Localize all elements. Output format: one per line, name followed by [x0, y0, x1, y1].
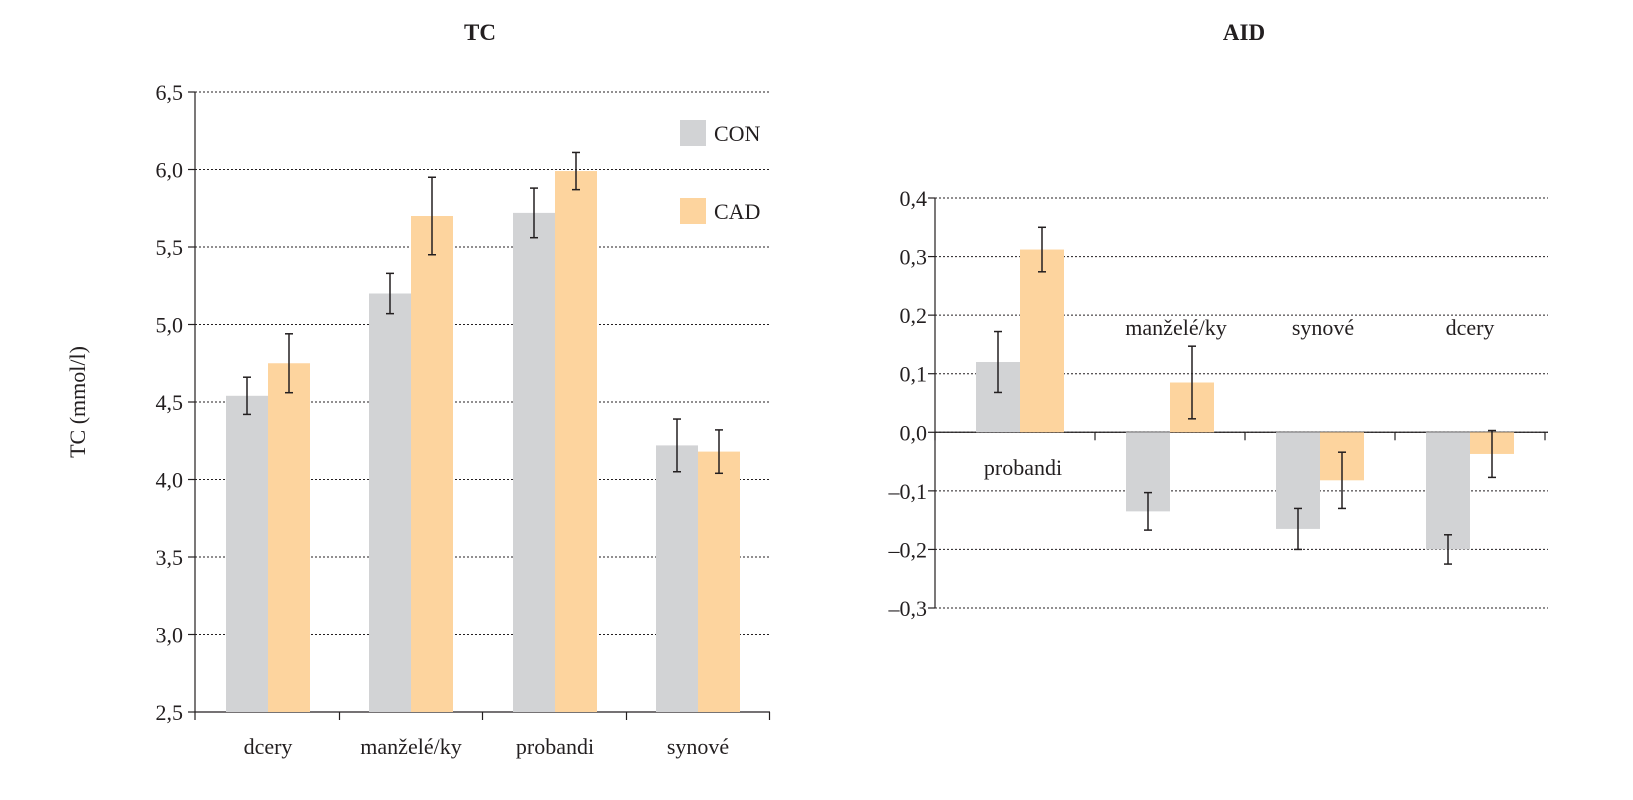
x-category-label: probandi — [984, 455, 1062, 480]
chart-title: TC — [464, 20, 496, 45]
y-tick-label: 0,3 — [900, 245, 928, 270]
y-tick-label: 0,1 — [900, 362, 928, 387]
bar-cad — [698, 451, 740, 712]
y-tick-label: 2,5 — [156, 700, 184, 725]
y-tick-label: 5,5 — [156, 235, 184, 260]
x-category-label: synové — [667, 734, 729, 759]
x-category-label: manželé/ky — [1125, 315, 1226, 340]
bar-cad — [555, 171, 597, 713]
bar-con — [1426, 432, 1470, 550]
x-category-label: dcery — [1446, 315, 1495, 340]
legend-swatch-con — [680, 120, 706, 146]
bar-cad — [1020, 249, 1064, 433]
y-tick-label: 0,2 — [900, 303, 928, 328]
y-tick-label: –0,2 — [888, 537, 928, 562]
y-tick-label: 0,4 — [900, 186, 928, 211]
y-tick-label: 0,0 — [900, 420, 928, 445]
legend-label: CON — [714, 121, 761, 146]
x-category-label: dcery — [244, 734, 293, 759]
y-tick-label: 5,0 — [156, 313, 184, 338]
y-tick-label: 4,5 — [156, 390, 184, 415]
y-tick-label: 6,5 — [156, 80, 184, 105]
x-category-label: manželé/ky — [360, 734, 461, 759]
legend-swatch-cad — [680, 198, 706, 224]
bar-cad — [268, 363, 310, 712]
bar-con — [656, 445, 698, 712]
x-category-label: probandi — [516, 734, 594, 759]
y-tick-label: –0,3 — [888, 596, 928, 621]
y-tick-label: 3,0 — [156, 623, 184, 648]
y-tick-label: 3,5 — [156, 545, 184, 570]
bar-cad — [411, 216, 453, 712]
y-tick-label: 4,0 — [156, 468, 184, 493]
y-axis-label: TC (mmol/l) — [65, 346, 90, 458]
chart-title: AID — [1223, 20, 1265, 45]
y-tick-label: –0,1 — [888, 479, 928, 504]
y-tick-label: 6,0 — [156, 158, 184, 183]
legend-label: CAD — [714, 199, 760, 224]
bar-con — [369, 293, 411, 712]
bar-con — [226, 395, 268, 712]
bar-con — [513, 212, 555, 712]
x-category-label: synové — [1292, 315, 1354, 340]
